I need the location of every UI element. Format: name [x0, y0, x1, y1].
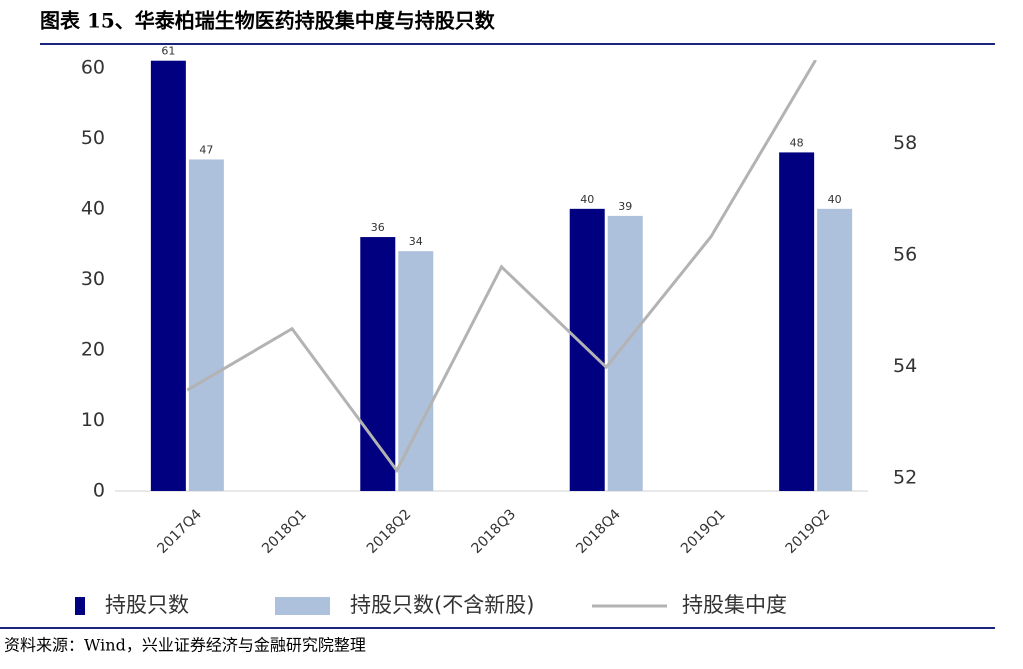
legend-label: 持股只数 [105, 593, 189, 617]
bar [398, 251, 434, 491]
chart-title: 图表 15、华泰柏瑞生物医药持股集中度与持股只数 [40, 9, 496, 33]
bar [817, 208, 853, 491]
y-tick-label: 30 [81, 268, 105, 290]
value-label: 47 [199, 143, 213, 156]
source-note: 资料来源：Wind，兴业证券经济与金融研究院整理 [4, 636, 366, 655]
value-label: 40 [580, 193, 594, 206]
y2-tick-label: 56 [893, 244, 917, 266]
y-tick-label: 50 [81, 127, 105, 149]
x-tick-label: 2018Q4 [573, 506, 624, 557]
value-label: 34 [409, 235, 423, 248]
y-tick-label: 10 [81, 409, 105, 431]
legend-label: 持股只数(不含新股) [350, 593, 534, 617]
y-tick-label: 20 [81, 338, 105, 360]
y2-tick-label: 54 [893, 355, 917, 377]
legend-swatch [275, 597, 330, 615]
bar [360, 237, 396, 491]
x-tick-label: 2017Q4 [154, 506, 205, 557]
y-tick-label: 60 [81, 56, 105, 78]
legend-swatch [75, 597, 85, 615]
value-label: 48 [790, 136, 804, 149]
y-tick-label: 0 [93, 480, 105, 502]
value-label: 61 [161, 45, 175, 58]
bar [607, 215, 643, 491]
y-tick-label: 40 [81, 197, 105, 219]
x-tick-label: 2018Q2 [364, 506, 415, 557]
value-label: 36 [371, 221, 385, 234]
x-tick-label: 2019Q1 [678, 506, 729, 557]
value-label: 40 [828, 193, 842, 206]
bar [150, 60, 186, 491]
x-tick-label: 2018Q1 [259, 506, 310, 557]
bar [188, 159, 224, 491]
y2-tick-label: 52 [893, 467, 917, 489]
x-tick-label: 2019Q2 [783, 506, 834, 557]
line [186, 60, 817, 474]
value-label: 39 [618, 200, 632, 213]
legend-label: 持股集中度 [682, 593, 787, 617]
bar [779, 152, 815, 491]
y2-tick-label: 58 [893, 132, 917, 154]
x-tick-label: 2018Q3 [469, 506, 520, 557]
